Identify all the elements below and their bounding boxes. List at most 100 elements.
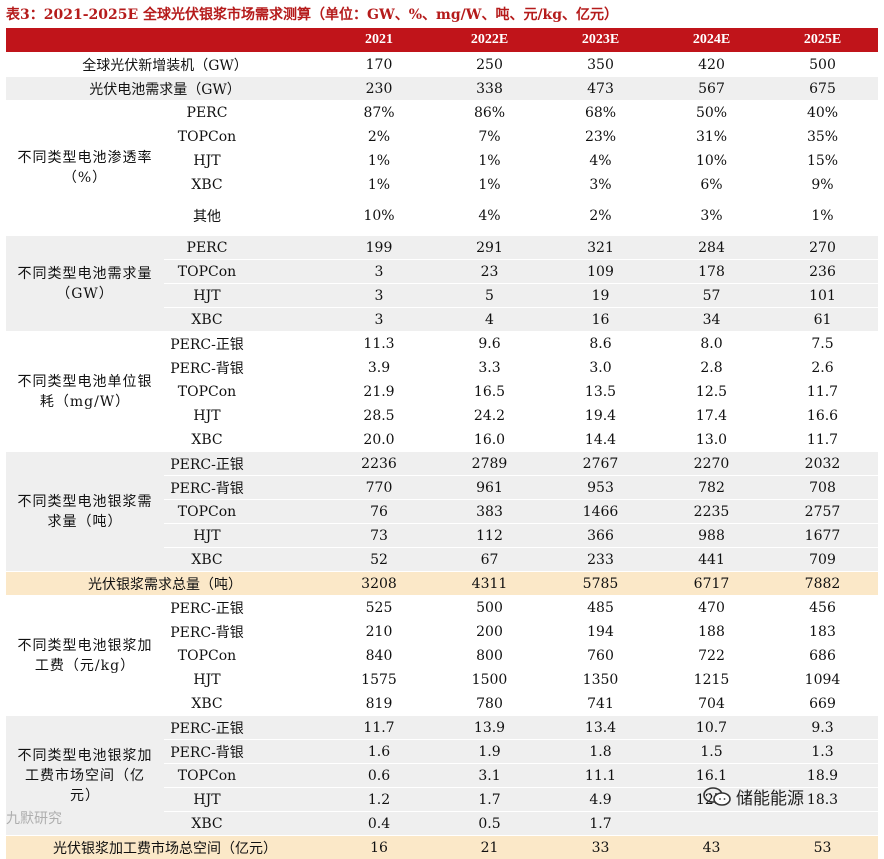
sub-label-cell: XBC [164,548,324,572]
value-cell: 13.5 [545,380,656,404]
value-cell: 456 [767,596,878,620]
value-cell: 7% [434,125,545,149]
sub-label: PERC [168,105,246,121]
table-title: 表3：2021-2025E 全球光伏银浆市场需求测算（单位：GW、%、mg/W、… [6,3,618,27]
sub-label: TOPCon [168,264,246,280]
value-cell: 73 [324,524,434,548]
value-cell: 4% [434,197,545,236]
value-cell: 40% [767,101,878,125]
value-cell: 819 [324,692,434,716]
value-cell: 6717 [656,572,767,596]
value-cell: 3 [324,308,434,332]
sub-label-cell: HJT [164,524,324,548]
sub-label: TOPCon [168,384,246,400]
value-cell: 1.5 [656,740,767,764]
sub-label-cell: PERC-正银 [164,452,324,476]
value-cell: 170 [324,53,434,77]
value-cell: 17.4 [656,404,767,428]
value-cell: 800 [434,644,545,668]
value-cell: 1% [434,173,545,197]
row-label: 光伏电池需求量（GW） [6,77,324,101]
value-cell: 53 [767,836,878,859]
value-cell: 840 [324,644,434,668]
value-cell: 760 [545,644,656,668]
value-cell: 194 [545,620,656,644]
value-cell: 87% [324,101,434,125]
value-cell: 2235 [656,500,767,524]
value-cell: 101 [767,284,878,308]
value-cell: 1500 [434,668,545,692]
header-blank [6,28,324,53]
value-cell: 1% [434,149,545,173]
sub-label-cell: PERC-背银 [164,356,324,380]
value-cell: 3.3 [434,356,545,380]
value-cell: 14.4 [545,428,656,452]
value-cell: 4% [545,149,656,173]
value-cell: 9% [767,173,878,197]
sub-label: HJT [168,288,246,304]
header-row: 2021 2022E 2023E 2024E 2025E [6,28,878,53]
value-cell: 675 [767,77,878,101]
value-cell: 52 [324,548,434,572]
sub-label-cell: HJT [164,668,324,692]
sub-label: PERC-背银 [168,742,246,762]
value-cell: 2270 [656,452,767,476]
sub-label: XBC [168,432,246,448]
sub-label: PERC-背银 [168,478,246,498]
sub-label: HJT [168,153,246,169]
value-cell: 1.2 [324,788,434,812]
sub-label-cell: HJT [164,284,324,308]
sub-label-cell: HJT [164,788,324,812]
value-cell: 16.5 [434,380,545,404]
value-cell: 780 [434,692,545,716]
value-cell: 704 [656,692,767,716]
value-cell: 16 [324,836,434,859]
header-year: 2021 [324,28,434,53]
sub-label: TOPCon [168,129,246,145]
sub-label-cell: PERC-背银 [164,620,324,644]
value-cell: 1% [767,197,878,236]
value-cell: 15% [767,149,878,173]
sub-label: PERC [168,240,246,256]
value-cell: 2.6 [767,356,878,380]
value-cell: 200 [434,620,545,644]
value-cell: 43 [656,836,767,859]
value-cell: 2032 [767,452,878,476]
value-cell: 3.1 [434,764,545,788]
value-cell: 708 [767,476,878,500]
sub-label-cell: TOPCon [164,764,324,788]
sub-label-cell: PERC [164,236,324,260]
value-cell: 1575 [324,668,434,692]
sub-label-cell: PERC-正银 [164,716,324,740]
value-cell: 5785 [545,572,656,596]
value-cell: 3208 [324,572,434,596]
row-label: 光伏银浆需求总量（吨） [6,572,324,596]
sub-label-cell: PERC-正银 [164,596,324,620]
sub-label: XBC [168,816,246,832]
sub-label-cell: TOPCon [164,380,324,404]
value-cell: 3.0 [545,356,656,380]
value-cell: 19.4 [545,404,656,428]
value-cell: 11.1 [545,764,656,788]
sub-label: PERC-正银 [168,334,246,354]
sub-label: XBC [168,312,246,328]
value-cell: 2.8 [656,356,767,380]
value-cell: 10% [656,149,767,173]
value-cell: 4311 [434,572,545,596]
sub-label-cell: HJT [164,149,324,173]
sub-label: HJT [168,672,246,688]
value-cell: 284 [656,236,767,260]
value-cell: 500 [767,53,878,77]
watermark-left: 九默研究 [6,808,62,828]
value-cell: 366 [545,524,656,548]
value-cell: 68% [545,101,656,125]
value-cell: 11.7 [324,716,434,740]
sub-label: PERC-正银 [168,718,246,738]
value-cell: 9.3 [767,716,878,740]
header-year: 2023E [545,28,656,53]
wechat-icon [702,786,732,808]
